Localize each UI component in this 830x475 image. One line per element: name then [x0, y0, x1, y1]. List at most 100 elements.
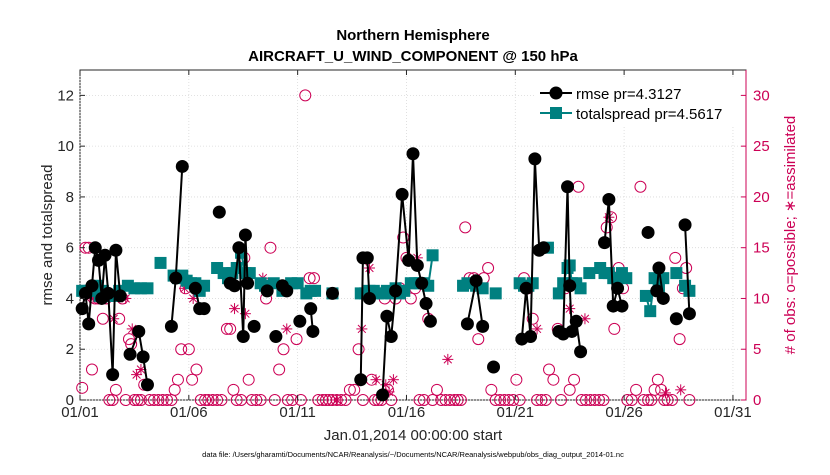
possible-obs-marker — [580, 394, 593, 406]
possible-obs-marker — [220, 322, 233, 335]
rmse-point — [85, 279, 99, 293]
possible-obs-marker — [171, 373, 184, 386]
rmse-point — [410, 258, 424, 272]
possible-obs-marker — [489, 394, 502, 406]
possible-obs-marker — [206, 394, 219, 406]
rmse-point — [460, 317, 474, 331]
rmse-line — [684, 224, 691, 314]
possible-obs-marker — [227, 383, 240, 396]
possible-obs-marker — [264, 241, 277, 254]
rmse-point — [519, 281, 533, 295]
possible-obs-marker — [417, 394, 430, 406]
possible-obs-marker — [531, 394, 544, 406]
possible-obs-marker — [454, 394, 467, 406]
rmse-point — [376, 388, 390, 402]
possible-obs-marker — [299, 89, 312, 102]
y-tick-label: 0 — [66, 392, 74, 409]
rmse-point — [82, 317, 96, 331]
rmse-point — [88, 241, 102, 255]
legend-spread-marker — [550, 107, 562, 119]
possible-obs-marker — [182, 343, 195, 356]
rmse-point — [325, 286, 339, 300]
possible-obs-marker — [199, 394, 212, 406]
x-axis-label: Jan.01,2014 00:00:00 start — [324, 427, 503, 444]
rmse-point — [109, 243, 123, 257]
y2-tick-label: 5 — [753, 341, 761, 358]
possible-obs-marker — [96, 312, 109, 325]
rmse-point — [476, 319, 490, 333]
y-tick-label: 8 — [66, 189, 74, 206]
y-tick-label: 12 — [57, 87, 74, 104]
rmse-point — [354, 373, 368, 387]
rmse-point — [280, 284, 294, 298]
possible-obs-marker — [543, 363, 556, 376]
possible-obs-marker — [575, 394, 588, 406]
possible-obs-marker — [430, 383, 443, 396]
possible-obs-marker — [597, 394, 610, 406]
rmse-point — [380, 309, 394, 323]
possible-obs-marker — [648, 383, 661, 396]
rmse-point — [238, 228, 252, 242]
possible-obs-marker — [526, 312, 539, 325]
rmse-point — [406, 147, 420, 161]
possible-obs-marker — [194, 394, 207, 406]
totalspread-point — [670, 267, 683, 280]
possible-obs-marker — [168, 383, 181, 396]
rmse-point — [652, 261, 666, 275]
rmse-point — [656, 291, 670, 305]
rmse-point — [487, 360, 501, 374]
possible-obs-marker — [268, 394, 281, 406]
rmse-point — [395, 187, 409, 201]
rmse-point — [415, 276, 429, 290]
rmse-point — [641, 225, 655, 239]
possible-obs-marker — [356, 394, 369, 406]
rmse-point — [682, 307, 696, 321]
possible-obs-marker — [472, 333, 485, 346]
assimilated-obs-marker — [131, 369, 143, 381]
possible-obs-marker — [510, 373, 523, 386]
possible-obs-marker — [634, 180, 647, 193]
rmse-point — [175, 159, 189, 173]
rmse-point — [123, 347, 137, 361]
possible-obs-marker — [507, 394, 520, 406]
possible-obs-marker — [303, 272, 316, 285]
rmse-point — [101, 286, 115, 300]
rmse-point — [113, 289, 127, 303]
y2-tick-label: 30 — [753, 87, 770, 104]
totalspread-point — [309, 284, 322, 297]
rmse-point — [528, 152, 542, 166]
possible-obs-marker — [588, 394, 601, 406]
y-tick-label: 2 — [66, 341, 74, 358]
possible-obs-marker — [513, 394, 526, 406]
possible-obs-marker — [572, 180, 585, 193]
x-tick-label: 01/31 — [714, 404, 752, 421]
chart-title: Northern Hemisphere — [336, 27, 489, 44]
possible-obs-marker — [273, 363, 286, 376]
possible-obs-marker — [211, 394, 224, 406]
rmse-point — [423, 314, 437, 328]
totalspread-point — [154, 256, 167, 269]
possible-obs-marker — [482, 262, 495, 274]
x-tick-label: 01/21 — [497, 404, 535, 421]
legend-rmse-label: rmse pr=4.3127 — [576, 86, 681, 103]
rmse-point — [164, 319, 178, 333]
rmse-point — [241, 276, 255, 290]
totalspread-point — [644, 305, 657, 318]
totalspread-point — [141, 282, 154, 295]
rmse-point — [75, 302, 89, 316]
possible-obs-marker — [76, 381, 89, 394]
possible-obs-marker — [316, 394, 329, 406]
possible-obs-marker — [294, 394, 307, 406]
possible-obs-marker — [435, 394, 448, 406]
rmse-point — [106, 368, 120, 382]
legend-rmse-marker — [549, 86, 563, 100]
possible-obs-marker — [281, 394, 294, 406]
rmse-point — [565, 324, 579, 338]
possible-obs-marker — [642, 394, 655, 406]
rmse-point — [598, 236, 612, 250]
assimilated-obs-marker — [363, 262, 375, 274]
legend: rmse pr=4.3127 totalspread pr=4.5617 — [536, 77, 738, 125]
possible-obs-marker — [448, 394, 461, 406]
